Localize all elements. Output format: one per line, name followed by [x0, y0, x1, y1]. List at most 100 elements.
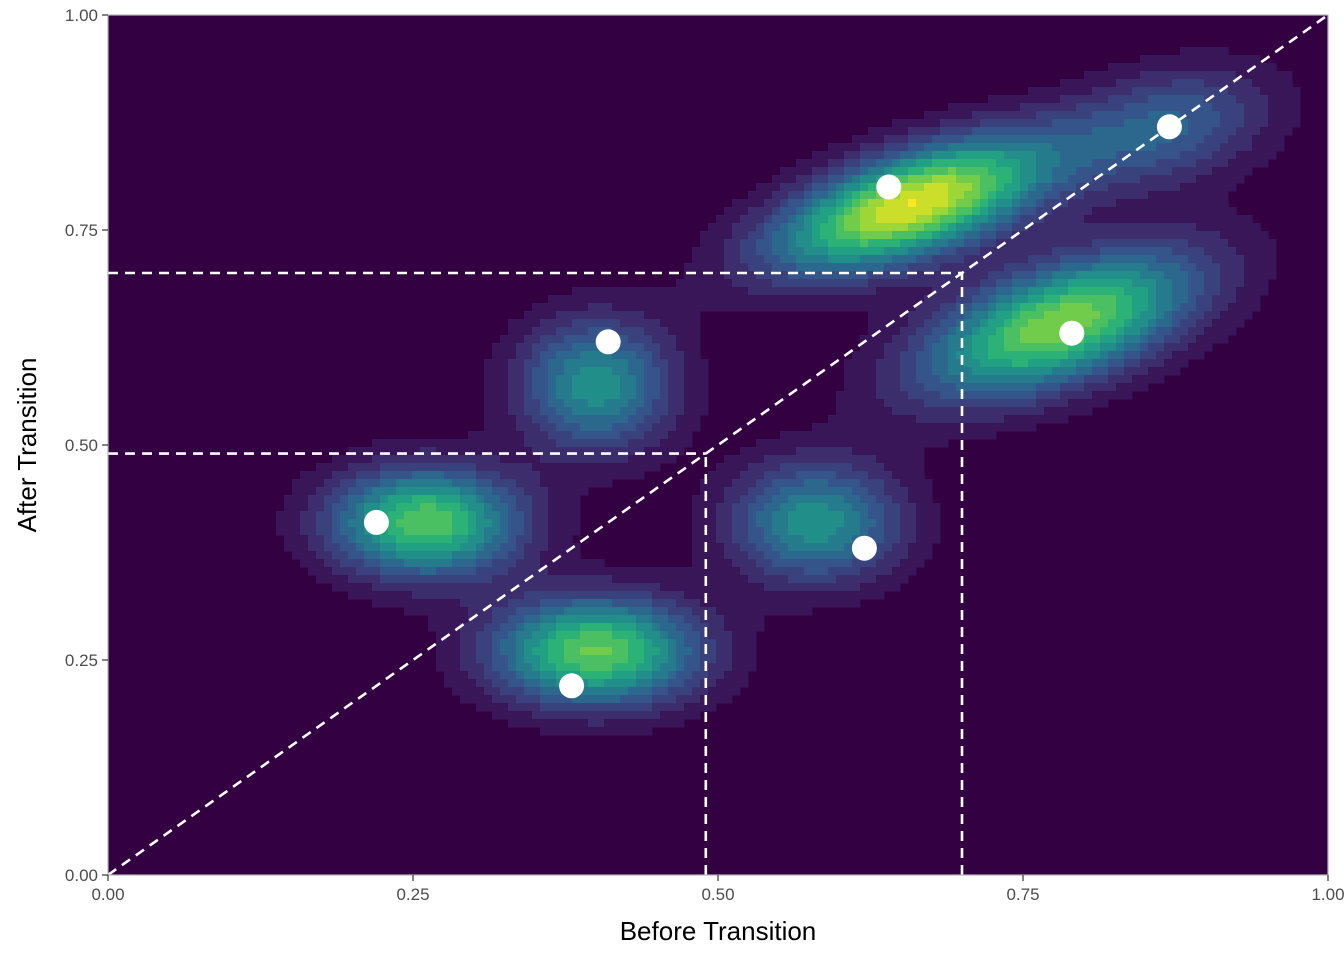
density-cell	[844, 295, 853, 304]
density-cell	[444, 671, 453, 680]
density-cell	[940, 183, 949, 192]
density-cell	[676, 575, 685, 584]
density-cell	[780, 495, 789, 504]
density-cell	[788, 295, 797, 304]
density-cell	[604, 575, 613, 584]
density-cell	[956, 231, 965, 240]
density-cell	[452, 687, 461, 696]
density-cell	[1092, 351, 1101, 360]
density-cell	[596, 399, 605, 408]
density-cell	[924, 359, 933, 368]
density-cell	[884, 351, 893, 360]
density-cell	[396, 599, 405, 608]
density-cell	[548, 335, 557, 344]
density-cell	[292, 535, 301, 544]
density-cell	[988, 239, 997, 248]
density-cell	[1212, 327, 1221, 336]
density-cell	[644, 327, 653, 336]
density-cell	[964, 223, 973, 232]
density-cell	[820, 511, 829, 520]
density-cell	[844, 423, 853, 432]
density-cell	[700, 359, 709, 368]
density-cell	[636, 335, 645, 344]
density-cell	[796, 199, 805, 208]
density-cell	[580, 559, 589, 568]
density-cell	[1244, 303, 1253, 312]
density-cell	[1252, 239, 1261, 248]
density-cell	[988, 247, 997, 256]
density-cell	[1212, 119, 1221, 128]
density-cell	[940, 143, 949, 152]
density-cell	[948, 335, 957, 344]
density-cell	[964, 319, 973, 328]
density-cell	[892, 463, 901, 472]
density-cell	[540, 311, 549, 320]
density-cell	[484, 671, 493, 680]
density-cell	[444, 511, 453, 520]
density-cell	[564, 719, 573, 728]
density-cell	[468, 575, 477, 584]
density-cell	[804, 207, 813, 216]
density-cell	[572, 487, 581, 496]
density-cell	[1172, 215, 1181, 224]
density-cell	[740, 231, 749, 240]
density-cell	[484, 399, 493, 408]
density-cell	[884, 231, 893, 240]
density-cell	[980, 183, 989, 192]
density-cell	[1116, 383, 1125, 392]
density-cell	[516, 647, 525, 656]
density-cell	[428, 455, 437, 464]
density-cell	[604, 431, 613, 440]
density-cell	[660, 367, 669, 376]
density-cell	[1188, 183, 1197, 192]
density-cell	[508, 679, 517, 688]
density-cell	[692, 375, 701, 384]
density-cell	[1132, 279, 1141, 288]
density-cell	[852, 295, 861, 304]
density-cell	[492, 623, 501, 632]
density-cell	[516, 479, 525, 488]
density-cell	[1196, 247, 1205, 256]
density-cell	[484, 367, 493, 376]
density-cell	[732, 471, 741, 480]
density-cell	[852, 583, 861, 592]
density-cell	[956, 327, 965, 336]
density-cell	[452, 583, 461, 592]
density-cell	[1148, 303, 1157, 312]
density-cell	[764, 575, 773, 584]
density-cell	[436, 439, 445, 448]
density-cell	[1012, 415, 1021, 424]
density-cell	[556, 487, 565, 496]
density-cell	[532, 655, 541, 664]
density-cell	[1220, 119, 1229, 128]
density-cell	[716, 623, 725, 632]
density-cell	[1028, 351, 1037, 360]
density-cell	[1004, 159, 1013, 168]
density-cell	[652, 391, 661, 400]
density-cell	[1124, 335, 1133, 344]
density-cell	[500, 583, 509, 592]
density-cell	[428, 439, 437, 448]
density-cell	[452, 567, 461, 576]
density-cell	[900, 223, 909, 232]
density-cell	[1108, 207, 1117, 216]
density-cell	[956, 423, 965, 432]
density-cell	[844, 255, 853, 264]
density-cell	[1204, 239, 1213, 248]
density-cell	[940, 255, 949, 264]
density-cell	[772, 239, 781, 248]
density-cell	[716, 215, 725, 224]
density-cell	[340, 511, 349, 520]
density-cell	[660, 383, 669, 392]
density-cell	[572, 335, 581, 344]
density-cell	[1068, 175, 1077, 184]
density-cell	[1100, 399, 1109, 408]
density-cell	[1260, 143, 1269, 152]
density-cell	[1252, 111, 1261, 120]
density-cell	[684, 655, 693, 664]
density-cell	[532, 679, 541, 688]
density-cell	[484, 519, 493, 528]
density-cell	[1020, 127, 1029, 136]
density-cell	[1220, 223, 1229, 232]
density-cell	[516, 327, 525, 336]
